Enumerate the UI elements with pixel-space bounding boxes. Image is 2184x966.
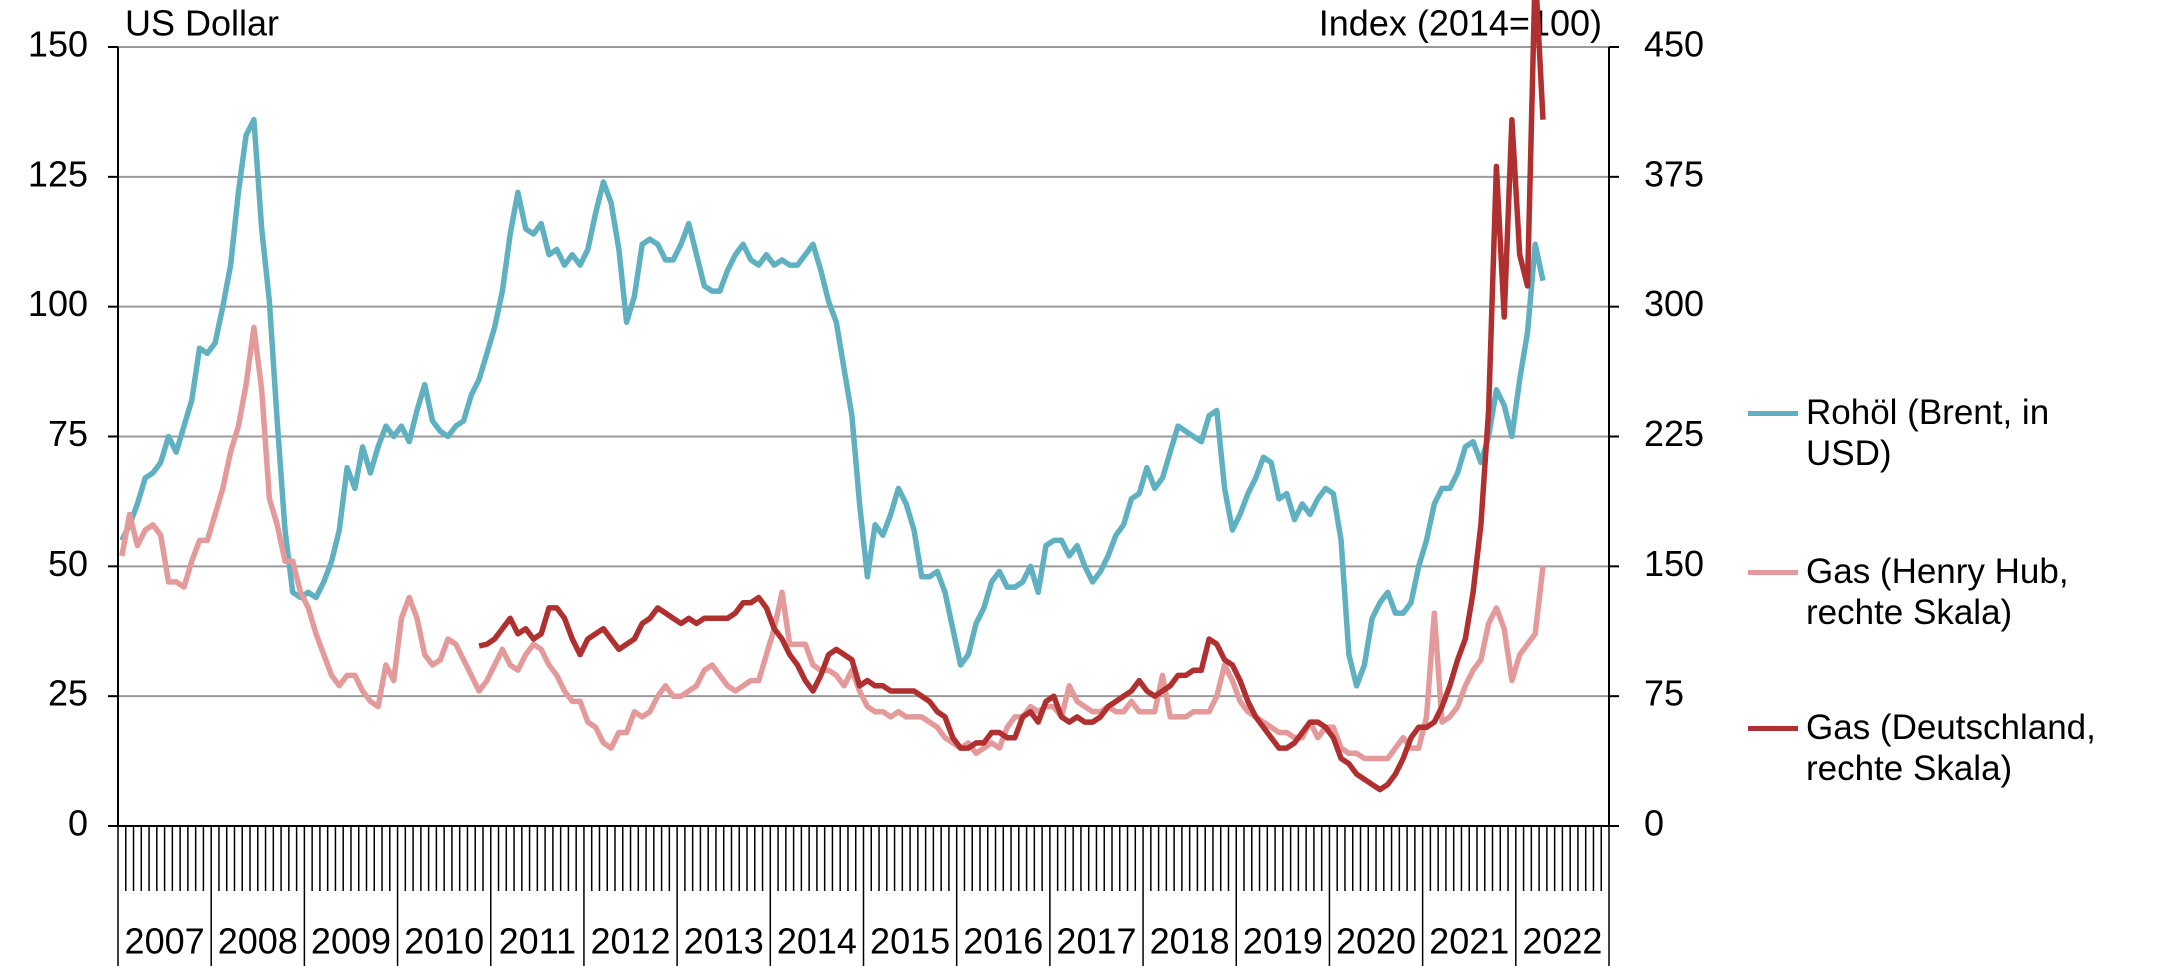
y2-axis-label: Index (2014=100) xyxy=(1319,3,1602,44)
x-tick-label: 2020 xyxy=(1336,921,1416,962)
x-tick-label: 2015 xyxy=(870,921,950,962)
x-tick-label: 2021 xyxy=(1429,921,1509,962)
x-tick-label: 2014 xyxy=(777,921,857,962)
legend-label: Gas (Deutschland, rechte Skala) xyxy=(1806,708,2096,788)
x-tick-label: 2019 xyxy=(1243,921,1323,962)
legend-swatch xyxy=(1748,726,1798,731)
x-tick-label: 2009 xyxy=(311,921,391,962)
y-tick-label: 0 xyxy=(68,803,88,844)
x-tick-label: 2010 xyxy=(404,921,484,962)
x-tick-label: 2013 xyxy=(684,921,764,962)
x-tick-label: 2012 xyxy=(590,921,670,962)
x-tick-label: 2007 xyxy=(125,921,205,962)
legend-label: Rohöl (Brent, in USD) xyxy=(1806,393,2050,473)
y-tick-label: 150 xyxy=(28,24,88,65)
y2-tick-label: 150 xyxy=(1644,543,1704,584)
x-tick-label: 2011 xyxy=(499,921,576,962)
y-tick-label: 75 xyxy=(48,413,88,454)
x-tick-label: 2016 xyxy=(963,921,1043,962)
y2-tick-label: 300 xyxy=(1644,283,1704,324)
x-tick-label: 2017 xyxy=(1056,921,1136,962)
legend-label: Gas (Henry Hub, rechte Skala) xyxy=(1806,552,2069,632)
y-axis-label: US Dollar xyxy=(125,3,279,44)
y2-tick-label: 450 xyxy=(1644,24,1704,65)
series-line xyxy=(478,0,1546,793)
y-tick-label: 25 xyxy=(48,673,88,714)
legend-swatch xyxy=(1748,570,1798,575)
y2-tick-label: 375 xyxy=(1644,153,1704,194)
y-tick-label: 100 xyxy=(28,283,88,324)
x-tick-label: 2018 xyxy=(1150,921,1230,962)
x-tick-label: 2022 xyxy=(1522,921,1602,962)
legend-swatch xyxy=(1748,411,1798,416)
y-tick-label: 125 xyxy=(28,153,88,194)
series-line xyxy=(119,116,1546,689)
x-tick-label: 2008 xyxy=(218,921,298,962)
y2-tick-label: 75 xyxy=(1644,673,1684,714)
y-tick-label: 50 xyxy=(48,543,88,584)
y2-tick-label: 0 xyxy=(1644,803,1664,844)
y2-tick-label: 225 xyxy=(1644,413,1704,454)
